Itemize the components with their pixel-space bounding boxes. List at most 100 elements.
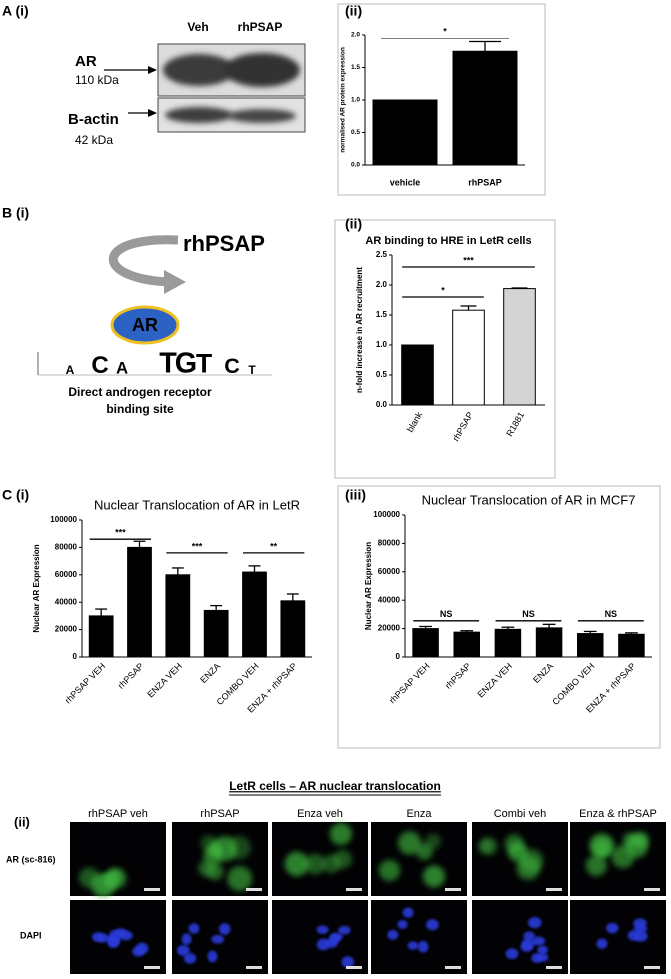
chart: C (i) Nuclear Translocation of AR in LetR…: [2, 487, 312, 715]
scale-bar: [246, 888, 262, 891]
bar: [401, 344, 434, 406]
row-label: DAPI: [20, 930, 42, 940]
band-name: AR: [75, 53, 97, 70]
cell: [611, 844, 635, 869]
cell: [398, 831, 422, 855]
panel-frame: [337, 3, 546, 196]
chart-title: AR binding to HRE in LetR cells: [365, 235, 531, 247]
y-tick-label: 1.5: [376, 310, 388, 319]
bar: [165, 574, 191, 658]
micrograph: [472, 900, 568, 974]
bar: [452, 309, 485, 406]
bar: [203, 609, 229, 658]
significance-label: **: [270, 541, 278, 551]
column-label: rhPSAP: [200, 808, 239, 820]
y-tick-label: 40000: [378, 595, 401, 604]
nucleus: [219, 923, 231, 935]
scale-bar: [445, 966, 461, 969]
x-tick-label: rhPSAP: [443, 661, 473, 691]
scale-bar: [644, 966, 660, 969]
row-label: AR (sc-816): [6, 854, 56, 864]
significance-label: NS: [605, 609, 618, 619]
diagram: B (i) rhPSAP AR Direct androgen receptor…: [2, 205, 272, 416]
y-tick-label: 100000: [373, 510, 400, 519]
y-tick-label: 0.0: [376, 400, 388, 409]
y-tick-label: 80000: [55, 543, 78, 552]
error-bar: [511, 287, 528, 289]
y-tick-label: 2.0: [351, 32, 360, 39]
y-tick-label: 60000: [55, 570, 78, 579]
y-axis-label: normalised AR protein expression: [340, 47, 347, 153]
scale-bar: [346, 966, 362, 969]
cell: [321, 854, 341, 874]
panel-label: (iii): [345, 487, 366, 503]
x-tick-label: rhPSAP: [468, 177, 502, 187]
error-bar: [583, 630, 597, 634]
x-tick-label: rhPSAP: [451, 410, 476, 443]
nucleus: [520, 942, 533, 952]
microscopy: LetR cells – AR nuclear translocation (i…: [6, 779, 666, 974]
scale-bar: [644, 888, 660, 891]
x-tick-label: rhPSAP: [116, 661, 146, 691]
nucleus: [341, 956, 355, 968]
nucleus: [397, 919, 408, 929]
chart: (iii) Nuclear Translocation of AR in MCF7…: [345, 487, 652, 715]
ligand-label: rhPSAP: [183, 231, 265, 256]
motif-letter: C: [91, 352, 108, 379]
error-bar: [286, 593, 299, 601]
band: [165, 107, 233, 123]
panel-frame: [337, 485, 661, 749]
scale-bar: [546, 888, 562, 891]
column-label: rhPSAP veh: [88, 808, 148, 820]
error-bar: [171, 567, 184, 575]
error-bar: [460, 305, 477, 311]
bar: [494, 628, 522, 658]
y-tick-label: 2.0: [376, 280, 388, 289]
motif-letter: A: [66, 363, 75, 377]
lane-label: Veh: [187, 20, 208, 34]
cell: [212, 836, 238, 862]
western-blot: A (i) Veh rhPSAP AR 110 kDa B-actin 42 k…: [2, 3, 306, 147]
nucleus: [183, 952, 197, 964]
significance-label: ***: [115, 528, 126, 538]
y-tick-label: 1.0: [351, 97, 360, 104]
nucleus: [207, 950, 218, 963]
nucleus: [407, 941, 419, 950]
column-label: Enza & rhPSAP: [579, 808, 657, 820]
nucleus: [402, 907, 414, 918]
nucleus: [523, 931, 535, 941]
x-tick-label: rhPSAP VEH: [63, 661, 107, 705]
y-tick-label: 0: [396, 652, 401, 661]
error-bar: [469, 40, 501, 52]
significance-label: ***: [192, 541, 203, 551]
cell: [284, 851, 309, 877]
nucleus: [316, 925, 329, 935]
nucleus: [505, 948, 519, 960]
chart-title: Nuclear Translocation of AR in LetR: [94, 497, 300, 512]
y-tick-label: 60000: [378, 567, 401, 576]
nucleus: [633, 918, 647, 929]
cell: [425, 833, 441, 850]
bar: [372, 99, 438, 166]
receptor-label: AR: [132, 315, 158, 335]
x-tick-label: rhPSAP VEH: [387, 661, 431, 705]
y-tick-label: 0: [73, 652, 78, 661]
y-tick-label: 0.5: [351, 129, 360, 136]
y-tick-label: 1.5: [351, 64, 360, 71]
column-label: Combi veh: [494, 808, 547, 820]
cell: [622, 832, 639, 848]
y-tick-label: 1.0: [376, 340, 388, 349]
nucleus: [338, 925, 351, 935]
x-tick-label: ENZA: [531, 661, 555, 685]
cell: [516, 856, 541, 880]
nucleus: [181, 933, 192, 945]
y-tick-label: 100000: [50, 515, 77, 524]
x-tick-label: vehicle: [390, 177, 421, 187]
column-label: Enza: [406, 808, 432, 820]
scale-bar: [144, 888, 160, 891]
micrograph: [570, 900, 666, 974]
y-tick-label: 20000: [55, 625, 78, 634]
y-axis-label: Nuclear AR Expression: [364, 542, 373, 630]
band-name: B-actin: [68, 111, 119, 128]
